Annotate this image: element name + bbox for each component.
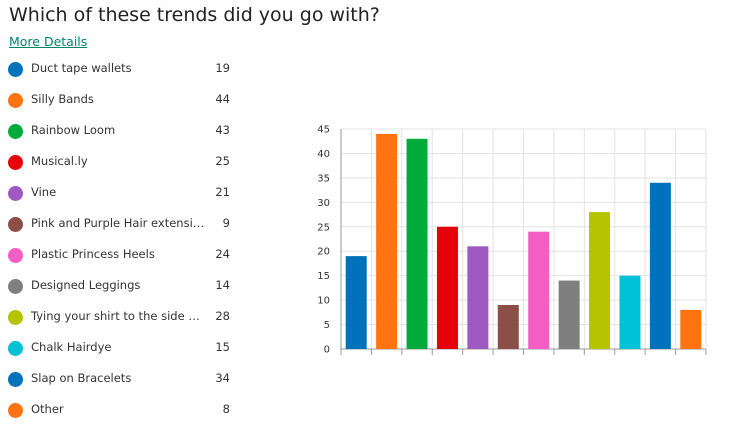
y-tick-label: 45 — [317, 125, 330, 136]
more-details-link[interactable]: More Details — [9, 34, 88, 49]
legend-color-dot — [8, 310, 23, 325]
legend-color-dot — [8, 93, 23, 108]
legend-count: 8 — [222, 402, 230, 416]
bar — [406, 138, 428, 349]
legend-color-dot — [8, 372, 23, 387]
y-tick-label: 5 — [324, 320, 330, 331]
legend-item: Chalk Hairdye 15 — [8, 337, 243, 368]
bar — [345, 256, 367, 349]
legend-color-dot — [8, 124, 23, 139]
legend-count: 28 — [215, 309, 230, 323]
bar — [497, 305, 519, 349]
legend-item: Other 8 — [8, 399, 243, 430]
bar — [649, 182, 671, 349]
bar — [528, 231, 550, 349]
legend-color-dot — [8, 341, 23, 356]
legend-count: 24 — [215, 247, 230, 261]
bar — [436, 226, 458, 349]
bar — [680, 309, 702, 349]
legend-item: Duct tape wallets 19 — [8, 58, 243, 89]
legend-color-dot — [8, 186, 23, 201]
legend-count: 25 — [215, 154, 230, 168]
legend-item: Pink and Purple Hair extension 9 — [8, 213, 243, 244]
legend-count: 44 — [215, 92, 230, 106]
legend-count: 9 — [222, 216, 230, 230]
legend-color-dot — [8, 217, 23, 232]
legend-item: Plastic Princess Heels 24 — [8, 244, 243, 275]
bar — [619, 275, 641, 349]
legend-count: 21 — [215, 185, 230, 199]
bar — [589, 212, 611, 349]
y-tick-label: 20 — [317, 247, 330, 258]
legend-color-dot — [8, 62, 23, 77]
legend-color-dot — [8, 403, 23, 418]
question-title: Which of these trends did you go with? — [9, 4, 380, 26]
y-tick-label: 0 — [324, 345, 330, 356]
legend-count: 15 — [215, 340, 230, 354]
legend-color-dot — [8, 155, 23, 170]
legend-item: Slap on Bracelets 34 — [8, 368, 243, 399]
y-tick-label: 15 — [317, 271, 330, 282]
legend-count: 34 — [215, 371, 230, 385]
legend-color-dot — [8, 248, 23, 263]
legend: Duct tape wallets 19 Silly Bands 44 Rain… — [8, 58, 243, 430]
bar — [467, 246, 489, 349]
legend-item: Rainbow Loom 43 — [8, 120, 243, 151]
legend-item: Vine 21 — [8, 182, 243, 213]
y-tick-label: 40 — [317, 149, 330, 160]
legend-item: Tying your shirt to the side wit... 28 — [8, 306, 243, 337]
legend-count: 43 — [215, 123, 230, 137]
legend-count: 14 — [215, 278, 230, 292]
y-tick-label: 25 — [317, 222, 330, 233]
y-tick-label: 35 — [317, 173, 330, 184]
legend-color-dot — [8, 279, 23, 294]
y-tick-label: 10 — [317, 296, 330, 307]
legend-item: Designed Leggings 14 — [8, 275, 243, 306]
bar — [558, 280, 580, 349]
y-tick-label: 30 — [317, 198, 330, 209]
bar — [376, 133, 398, 349]
legend-item: Silly Bands 44 — [8, 89, 243, 120]
legend-count: 19 — [215, 61, 230, 75]
legend-item: Musical.ly 25 — [8, 151, 243, 182]
